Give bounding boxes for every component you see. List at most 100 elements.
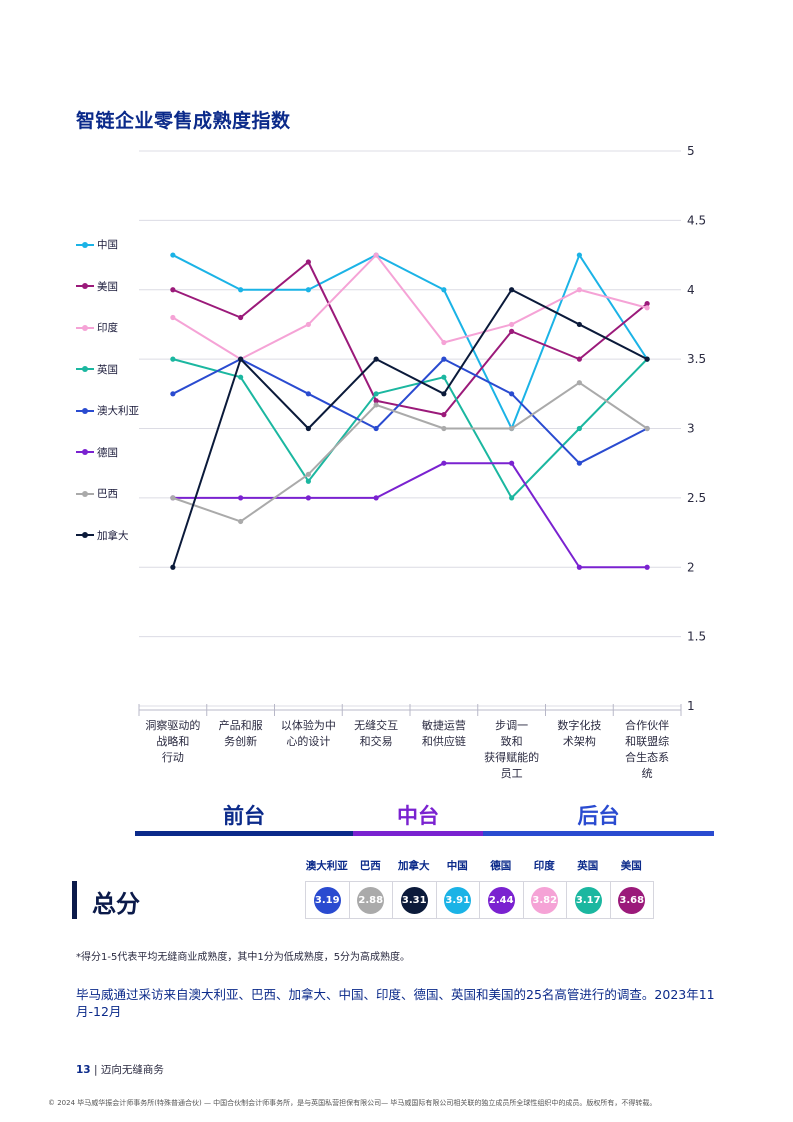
- data-point: [170, 314, 176, 321]
- legend-label: 澳大利亚: [97, 405, 139, 417]
- data-point: [441, 391, 447, 397]
- data-point: [238, 356, 244, 362]
- data-point: [509, 495, 515, 501]
- page-footer: 13 | 迈向无缝商务: [76, 1062, 164, 1077]
- data-point: [441, 287, 447, 293]
- section-label: 前台: [223, 804, 265, 828]
- data-point: [305, 471, 311, 477]
- data-point: [576, 460, 582, 466]
- footnote: *得分1-5代表平均无缝商业成熟度，其中1分为低成熟度，5分为高成熟度。: [76, 952, 411, 963]
- data-point: [644, 356, 650, 362]
- data-point: [441, 412, 447, 418]
- legend-entry: 澳大利亚: [76, 403, 139, 418]
- x-tick-label: 以体验为中 心的设计: [280, 719, 336, 748]
- data-point: [305, 391, 311, 397]
- data-point: [441, 460, 447, 466]
- y-tick-label: 5: [687, 144, 695, 158]
- x-tick-label: 数字化技 术架构: [557, 719, 602, 748]
- data-point: [238, 287, 244, 293]
- country-header: 美国: [620, 860, 642, 872]
- legend-swatch: [76, 241, 94, 248]
- page-number: 13: [76, 1064, 91, 1076]
- country-header: 印度: [533, 860, 555, 872]
- series-line: [171, 288, 648, 568]
- legend-label: 巴西: [97, 488, 118, 500]
- y-tick-label: 2.5: [687, 491, 706, 505]
- y-tick-label: 1: [687, 699, 695, 713]
- data-point: [238, 314, 244, 321]
- section-label: 后台: [577, 804, 620, 828]
- score-badge: 3.68: [618, 887, 646, 914]
- country-header: 巴西: [359, 860, 381, 872]
- data-point: [576, 356, 582, 362]
- data-point: [305, 478, 311, 484]
- x-tick-label: 产品和服 务创新: [218, 719, 263, 748]
- data-point: [238, 495, 244, 501]
- data-point: [509, 425, 515, 432]
- legend-entry: 印度: [76, 320, 118, 335]
- score-badge: 2.88: [357, 887, 385, 914]
- data-point: [509, 321, 515, 328]
- data-point: [509, 460, 515, 466]
- score-cell: 3.19: [305, 881, 350, 919]
- data-point: [170, 391, 176, 397]
- x-tick-label: 敏捷运营 和供应链: [421, 719, 466, 748]
- total-score-row: 总分 3.19 2.88 3.31 3.91 2.44 3.82 3.17 3.68: [72, 881, 710, 919]
- score-badge: 3.91: [444, 887, 472, 914]
- data-point: [441, 374, 447, 380]
- data-point: [305, 425, 311, 432]
- series-line: [172, 261, 648, 416]
- data-point: [373, 398, 379, 404]
- data-point: [441, 425, 447, 432]
- legend-entry: 巴西: [76, 486, 118, 501]
- x-tick-label: 无缝交互 和交易: [354, 719, 399, 748]
- legend-swatch: [76, 324, 94, 331]
- score-cell: 3.91: [435, 881, 480, 919]
- legend-swatch: [76, 407, 94, 414]
- data-point: [170, 564, 176, 570]
- section-bar: [483, 831, 714, 836]
- series-line: [172, 254, 648, 361]
- data-point: [441, 339, 447, 346]
- series-line: [172, 358, 648, 465]
- series-line: [172, 462, 648, 569]
- data-point: [373, 252, 379, 258]
- score-cell: 3.68: [609, 881, 654, 919]
- data-point: [509, 328, 515, 334]
- series-line: [172, 381, 648, 523]
- data-point: [305, 259, 311, 265]
- data-point: [170, 356, 176, 362]
- score-badge: 3.19: [313, 887, 341, 914]
- section-label: 中台: [397, 804, 439, 828]
- x-tick-label: 合作伙伴 和联盟综 合生态系统: [625, 719, 670, 780]
- legend-label: 印度: [97, 322, 118, 334]
- legend-label: 加拿大: [97, 529, 129, 542]
- legend-entry: 加拿大: [76, 528, 129, 543]
- legend-entry: 中国: [76, 237, 118, 252]
- score-cell: 3.82: [522, 881, 567, 919]
- legend-swatch: [76, 490, 94, 497]
- data-point: [441, 356, 447, 362]
- data-point: [644, 305, 650, 311]
- data-point: [576, 425, 582, 432]
- data-point: [373, 391, 379, 397]
- legend-swatch: [76, 366, 94, 372]
- data-point: [576, 380, 582, 386]
- country-header: 澳大利亚: [305, 860, 348, 872]
- data-point: [305, 495, 311, 501]
- y-tick-label: 4.5: [687, 213, 706, 227]
- data-point: [305, 287, 311, 293]
- score-badge: 3.31: [400, 887, 428, 914]
- x-tick-label: 步调一 致和 获得赋能的 员工: [484, 719, 540, 780]
- score-cell: 3.17: [566, 881, 611, 919]
- country-header: 加拿大: [398, 860, 430, 872]
- legend-label: 美国: [97, 280, 118, 293]
- data-point: [238, 518, 244, 525]
- total-label: 总分: [92, 890, 140, 918]
- page-section-title: | 迈向无缝商务: [93, 1064, 164, 1076]
- x-tick-label: 洞察驱动的 战略和 行动: [145, 719, 201, 764]
- data-point: [305, 321, 311, 328]
- score-badge: 3.17: [574, 887, 602, 914]
- series-line: [172, 358, 648, 499]
- data-point: [576, 321, 582, 328]
